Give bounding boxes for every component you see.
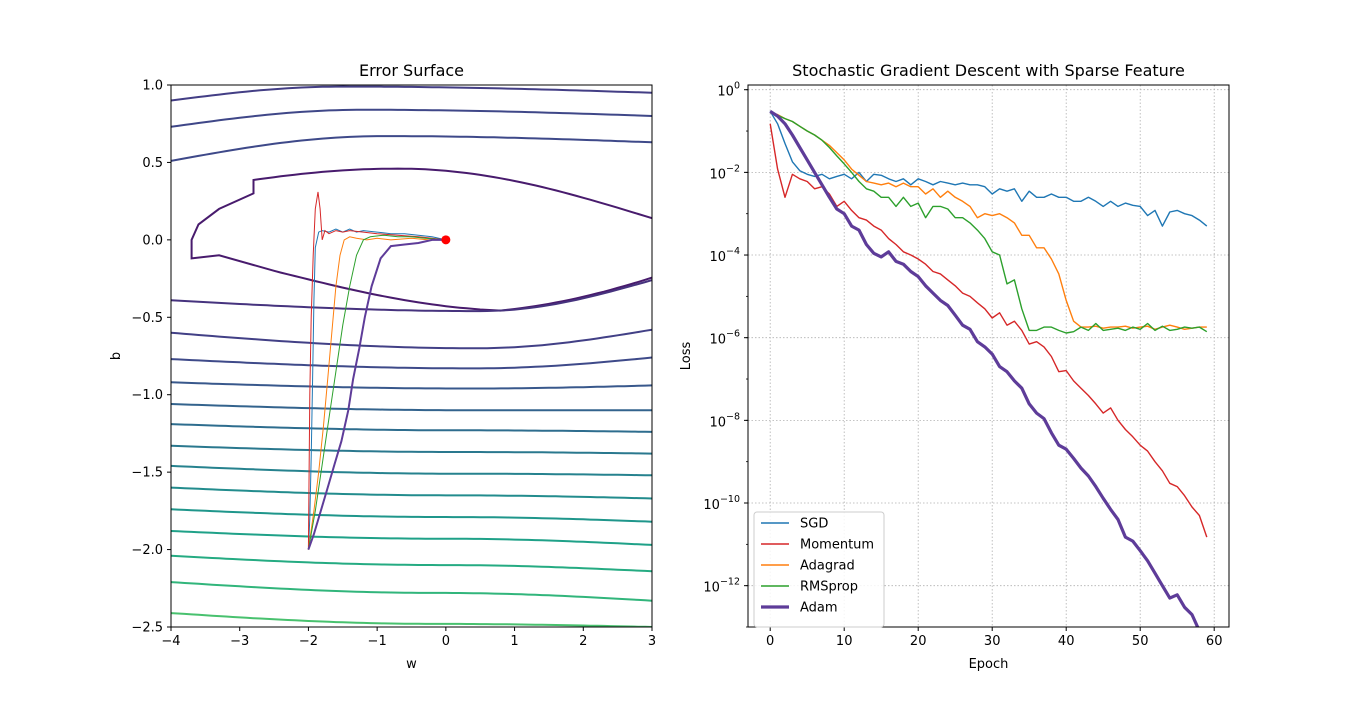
left-y-axis-label: b [109, 352, 124, 360]
contour-line [171, 464, 652, 477]
path-adam [307, 238, 446, 550]
left-x-tick-label: −2 [299, 634, 318, 649]
right-y-tick-label: 10−2 [709, 163, 740, 182]
left-axes-frame [170, 84, 653, 628]
legend-box [753, 511, 885, 628]
left-x-tick-label: 0 [442, 634, 450, 649]
contour-line [171, 135, 652, 162]
left-x-tick-label: −4 [161, 634, 180, 649]
contour-line [171, 279, 652, 313]
path-momentum [307, 191, 446, 550]
left-x-tick-label: −1 [368, 634, 387, 649]
left-y-tick-label: −0.5 [131, 311, 163, 326]
contour-line [171, 612, 652, 627]
loss-line-adam [769, 109, 1200, 627]
loss-line-rmsprop [769, 111, 1208, 334]
left-chart-title: Error Surface [359, 61, 464, 80]
right-y-tick-label: 100 [717, 81, 740, 100]
right-x-tick-label: 0 [766, 634, 774, 649]
contour-line [171, 423, 652, 433]
contour-line [171, 554, 652, 573]
right-x-tick-label: 20 [910, 634, 927, 649]
right-x-tick-label: 50 [1132, 634, 1149, 649]
legend: SGD Momentum Adagrad RMSprop Adam [753, 511, 885, 628]
legend-label: Momentum [800, 538, 874, 553]
right-x-tick-label: 40 [1058, 634, 1075, 649]
right-y-tick-label: 10−8 [709, 411, 740, 430]
right-x-tick-label: 10 [836, 634, 853, 649]
right-x-ticks: 0 10 20 30 40 50 60 [766, 627, 1222, 649]
legend-label: Adagrad [800, 559, 855, 574]
left-x-tick-label: 2 [579, 634, 587, 649]
path-adagrad [307, 236, 446, 550]
right-x-tick-label: 60 [1206, 634, 1223, 649]
contour-line [171, 508, 652, 523]
right-axes-frame [747, 84, 1230, 628]
left-x-tick-label: 1 [510, 634, 518, 649]
left-x-ticks: −4 −3 −2 −1 0 1 2 3 [161, 627, 656, 649]
right-x-axis-label: Epoch [969, 657, 1009, 672]
optimizer-paths [307, 191, 447, 550]
left-y-tick-label: −2.0 [131, 543, 163, 558]
contour-line [171, 108, 652, 128]
right-y-tick-label: 10−6 [709, 329, 740, 348]
path-rmsprop [307, 234, 446, 550]
left-y-tick-label: −1.5 [131, 466, 163, 481]
right-chart-title: Stochastic Gradient Descent with Sparse … [792, 61, 1185, 80]
contour-line [171, 530, 652, 546]
legend-label: Adam [800, 601, 838, 616]
right-x-tick-label: 30 [984, 634, 1001, 649]
error-surface-panel: −4 −3 −2 −1 0 1 2 3 −2.5 −2.0 −1.5 −1.0 −0.5 0.0 0.5 1… [109, 61, 656, 672]
left-x-axis-label: w [406, 657, 417, 672]
left-y-tick-label: 0.5 [142, 156, 163, 171]
right-y-tick-label: 10−10 [703, 494, 740, 513]
right-y-ticks: 100 10−2 10−4 10−6 10−8 10−10 10−12 [703, 81, 748, 628]
legend-label: RMSprop [800, 580, 858, 595]
right-y-tick-label: 10−12 [703, 577, 740, 596]
legend-label: SGD [800, 517, 828, 532]
path-sgd [307, 228, 447, 550]
loss-line-momentum [769, 123, 1208, 538]
minimum-marker [441, 235, 451, 245]
contour-line [171, 328, 652, 350]
contour-line [171, 356, 652, 370]
left-y-tick-label: −2.5 [131, 621, 163, 636]
error-contours [171, 85, 652, 627]
left-x-tick-label: −3 [230, 634, 249, 649]
loss-panel: 0 10 20 30 40 50 60 10010−210−410−610−810−1010… [679, 61, 1230, 672]
contour-line [171, 581, 652, 602]
right-y-axis-label: Loss [679, 342, 694, 371]
left-y-tick-label: 1.0 [142, 79, 163, 94]
left-y-ticks: −2.5 −2.0 −1.5 −1.0 −0.5 0.0 0.5 1.0 [131, 79, 171, 636]
loss-lines [769, 109, 1208, 627]
contour-line [171, 403, 652, 412]
right-y-tick-label: 10−4 [709, 246, 740, 265]
contour-line [171, 381, 652, 390]
contour-line [171, 85, 652, 102]
left-y-tick-label: −1.0 [131, 388, 163, 403]
contour-line [171, 486, 652, 500]
contour-line [171, 444, 652, 455]
left-x-tick-label: 3 [648, 634, 656, 649]
left-y-tick-label: 0.0 [142, 233, 163, 248]
loss-line-sgd [769, 110, 1208, 227]
